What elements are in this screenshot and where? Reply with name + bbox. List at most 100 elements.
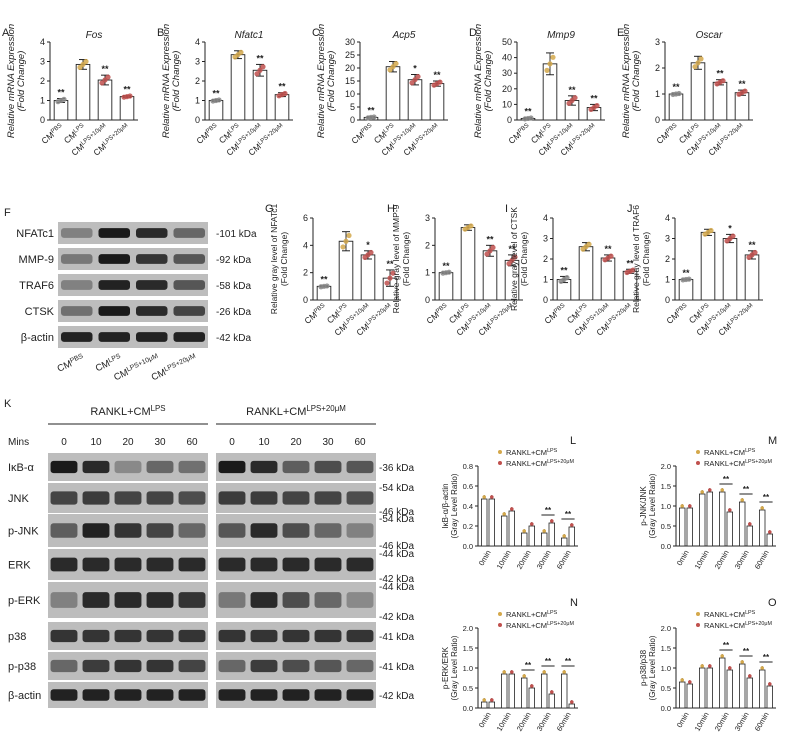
- data-point: [688, 504, 692, 508]
- bar: [75, 63, 91, 121]
- y-tick-label: 0: [350, 115, 355, 125]
- blot-band: [218, 491, 246, 505]
- data-point: [61, 96, 67, 102]
- x-tick-label: 10min: [693, 711, 711, 733]
- data-point: [570, 523, 574, 527]
- blot-row-label: TRAF6: [19, 280, 54, 292]
- significance-mark: **: [604, 244, 612, 254]
- blot-band: [314, 629, 342, 643]
- y-tick-label: 20: [502, 84, 512, 94]
- data-point: [324, 283, 330, 289]
- y-tick-label: 4: [303, 240, 308, 250]
- x-tick-label: CMPBS: [506, 121, 532, 145]
- data-point: [468, 223, 474, 229]
- panel-B: B Nfatc1 Relative mRNA Expression (Fold Cha…: [157, 24, 293, 158]
- bar: [500, 673, 508, 709]
- chart-title: Acp5: [392, 30, 416, 41]
- blot-row-label: β-actin: [8, 690, 41, 702]
- blot-band: [218, 592, 246, 608]
- y-tick-label: 2.0: [463, 624, 473, 633]
- significance-mark: **: [568, 85, 576, 95]
- legend-marker: [696, 461, 700, 465]
- blot-band: [282, 659, 310, 673]
- bar: [548, 693, 555, 709]
- time-label: 0: [229, 437, 235, 448]
- legend-label: RANKL+CMLPS+20μM: [704, 459, 773, 468]
- bar: [119, 96, 135, 121]
- blot-band: [282, 557, 310, 572]
- x-tick-label: 20min: [713, 711, 731, 733]
- y-tick-label: 1.0: [661, 502, 671, 511]
- data-point: [487, 248, 493, 254]
- data-point: [550, 690, 554, 694]
- data-point: [542, 670, 546, 674]
- kda-label: -92 kDa: [216, 255, 251, 266]
- x-tick-label: 30min: [733, 549, 751, 571]
- y-axis-label: (Fold Change): [641, 232, 651, 287]
- x-tick-label: CMPBS: [349, 121, 375, 145]
- significance-mark: **: [738, 79, 746, 89]
- bar: [726, 669, 733, 709]
- data-point: [698, 56, 704, 62]
- blot-band: [314, 689, 342, 701]
- y-tick-label: 0: [425, 295, 430, 305]
- y-axis-label: (Fold Change): [326, 51, 337, 112]
- blot-band: [346, 460, 374, 474]
- blot-band: [178, 659, 206, 673]
- x-tick-label: 0min: [477, 549, 493, 568]
- y-tick-label: 0.6: [463, 482, 473, 491]
- significance-mark: **: [763, 493, 770, 502]
- data-point: [748, 522, 752, 526]
- data-point: [257, 67, 263, 73]
- y-axis-label: Relative gray level of MMP-9: [391, 204, 401, 313]
- blot-band: [282, 460, 310, 474]
- blot-band: [173, 280, 205, 290]
- y-axis-label: (Fold Change): [16, 51, 27, 112]
- bar: [578, 246, 594, 301]
- data-point: [387, 275, 393, 281]
- blot-band: [114, 491, 142, 505]
- group-label: RANKL+CMLPS: [90, 404, 165, 419]
- significance-mark: **: [320, 275, 328, 285]
- blot-band: [178, 689, 206, 701]
- y-tick-label: 0: [195, 115, 200, 125]
- y-tick-label: 1.5: [463, 644, 473, 653]
- y-tick-label: 3: [40, 57, 45, 67]
- y-tick-label: 50: [502, 37, 512, 47]
- blot-band: [146, 557, 174, 572]
- blot-band: [82, 689, 110, 701]
- y-axis-label: (Fold Change): [519, 232, 529, 287]
- blot-strip-background: [58, 248, 208, 270]
- bar: [766, 533, 773, 547]
- blot-band: [250, 460, 278, 474]
- y-axis-label: Relative mRNA Expression: [161, 24, 172, 138]
- panel-A: A Fos Relative mRNA Expression (Fold Change…: [2, 24, 138, 158]
- significance-mark: **: [442, 261, 450, 271]
- y-tick-label: 2: [195, 76, 200, 86]
- y-tick-label: 15: [345, 76, 355, 86]
- chart-title: Fos: [86, 30, 103, 41]
- data-point: [752, 249, 758, 256]
- panel-letter: G: [265, 203, 274, 215]
- blot-band: [146, 460, 174, 474]
- mins-label: Mins: [8, 437, 29, 448]
- x-tick-label: 20min: [515, 711, 533, 733]
- time-label: 60: [186, 437, 198, 448]
- bar: [482, 250, 498, 301]
- y-axis-label: (Fold Change): [483, 51, 494, 112]
- y-tick-label: 1: [543, 275, 548, 285]
- y-tick-label: 40: [502, 53, 512, 63]
- blot-band: [61, 254, 93, 264]
- significance-mark: **: [212, 89, 220, 99]
- blot-band: [136, 228, 168, 238]
- blot-row-label: ERK: [8, 560, 31, 572]
- bar: [385, 66, 401, 121]
- data-point: [393, 60, 399, 67]
- y-tick-label: 0.5: [463, 684, 473, 693]
- kda-label: -44 kDa: [379, 582, 414, 593]
- blot-band: [50, 689, 78, 701]
- group-label: RANKL+CMLPS+20μM: [246, 404, 346, 419]
- y-axis-label: p-JNK/JNK: [639, 486, 648, 526]
- significance-mark: **: [525, 661, 532, 670]
